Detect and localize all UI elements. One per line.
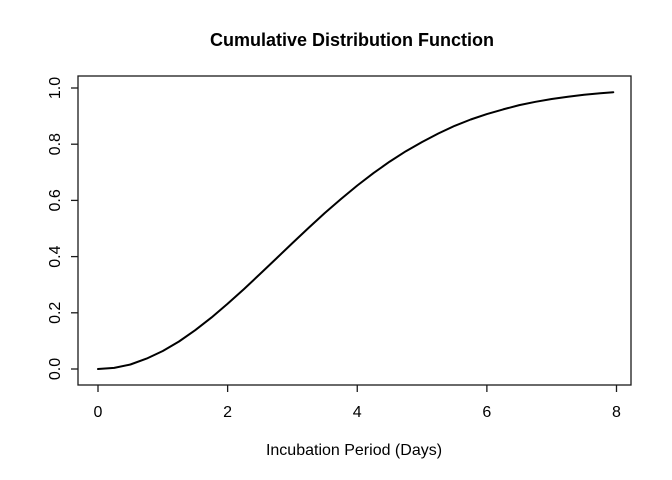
x-axis-label: Incubation Period (Days): [266, 442, 442, 459]
x-tick-label: 0: [94, 404, 103, 421]
y-tick-label: 0.0: [47, 358, 64, 380]
y-tick-label: 0.8: [47, 133, 64, 155]
y-tick-label: 1.0: [47, 77, 64, 99]
y-tick-label: 0.6: [47, 189, 64, 211]
y-axis-ticks: 0.0 0.2 0.4 0.6 0.8 1.0: [47, 77, 78, 380]
x-tick-label: 2: [223, 404, 232, 421]
y-tick-label: 0.2: [47, 302, 64, 324]
x-axis-ticks: 0 2 4 6 8: [94, 385, 621, 421]
x-tick-label: 4: [353, 404, 362, 421]
x-tick-label: 8: [612, 404, 621, 421]
y-tick-label: 0.4: [47, 245, 64, 267]
plot-title: Cumulative Distribution Function: [210, 30, 494, 50]
plot-box: [77, 75, 632, 386]
x-tick-label: 6: [482, 404, 491, 421]
cdf-curve: [97, 91, 615, 370]
